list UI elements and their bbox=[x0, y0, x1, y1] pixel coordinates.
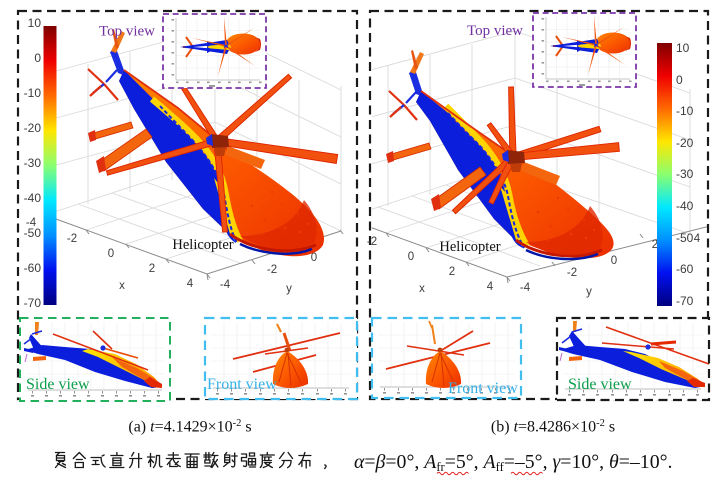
svg-text:Top view: Top view bbox=[99, 24, 155, 40]
svg-text:Front view: Front view bbox=[448, 380, 518, 397]
svg-text:Helicopter: Helicopter bbox=[172, 237, 233, 253]
svg-text:-4: -4 bbox=[26, 217, 37, 229]
svg-text:x: x bbox=[419, 283, 425, 295]
svg-text:-70: -70 bbox=[24, 296, 42, 310]
svg-text:(a) t=4.1429×10-2 s: (a) t=4.1429×10-2 s bbox=[128, 418, 251, 436]
svg-text:-2: -2 bbox=[67, 233, 77, 245]
svg-text:2: 2 bbox=[449, 266, 455, 278]
svg-text:4: 4 bbox=[487, 281, 494, 293]
svg-text:-2: -2 bbox=[267, 264, 277, 276]
svg-text:Side view: Side view bbox=[568, 376, 632, 393]
svg-text:y: y bbox=[586, 286, 592, 298]
svg-text:-70: -70 bbox=[676, 294, 694, 308]
svg-text:-4: -4 bbox=[520, 282, 531, 294]
svg-text:-50: -50 bbox=[676, 231, 694, 245]
svg-text:-2: -2 bbox=[567, 267, 577, 279]
svg-text:4: 4 bbox=[694, 233, 701, 245]
svg-text:10: 10 bbox=[28, 16, 42, 30]
svg-text:4: 4 bbox=[187, 278, 194, 290]
svg-text:0: 0 bbox=[408, 251, 414, 263]
svg-text:-60: -60 bbox=[676, 262, 694, 276]
svg-text:-20: -20 bbox=[24, 121, 42, 135]
svg-text:-4: -4 bbox=[220, 279, 231, 291]
svg-text:-30: -30 bbox=[24, 156, 42, 170]
svg-text:x: x bbox=[119, 280, 125, 292]
svg-text:y: y bbox=[286, 283, 292, 295]
svg-text:-60: -60 bbox=[24, 261, 42, 275]
svg-text:-40: -40 bbox=[24, 191, 42, 205]
svg-text:-40: -40 bbox=[676, 199, 694, 213]
svg-text:Side view: Side view bbox=[26, 376, 90, 393]
svg-text:0: 0 bbox=[108, 248, 114, 260]
svg-text:-2: -2 bbox=[367, 236, 377, 248]
svg-text:-20: -20 bbox=[676, 136, 694, 150]
svg-text:0: 0 bbox=[311, 252, 317, 264]
svg-text:(b) t=8.4286×10-2 s: (b) t=8.4286×10-2 s bbox=[491, 418, 615, 436]
svg-text:α=β=0°, Afr=5°, Aff=–5°, γ=10°: α=β=0°, Afr=5°, Aff=–5°, γ=10°, θ=–10°. bbox=[354, 451, 672, 474]
svg-text:Helicopter: Helicopter bbox=[439, 239, 500, 255]
svg-text:2: 2 bbox=[149, 263, 155, 275]
svg-text:0: 0 bbox=[34, 51, 41, 65]
svg-text:Top view: Top view bbox=[467, 23, 523, 39]
svg-text:Front view: Front view bbox=[207, 376, 277, 393]
svg-text:-10: -10 bbox=[24, 86, 42, 100]
svg-text:0: 0 bbox=[611, 255, 617, 267]
svg-text:0: 0 bbox=[676, 73, 683, 87]
svg-text:-30: -30 bbox=[676, 167, 694, 181]
svg-text:-50: -50 bbox=[24, 226, 42, 240]
svg-text:2: 2 bbox=[652, 239, 658, 251]
svg-text:10: 10 bbox=[676, 41, 690, 55]
svg-text:-10: -10 bbox=[676, 104, 694, 118]
